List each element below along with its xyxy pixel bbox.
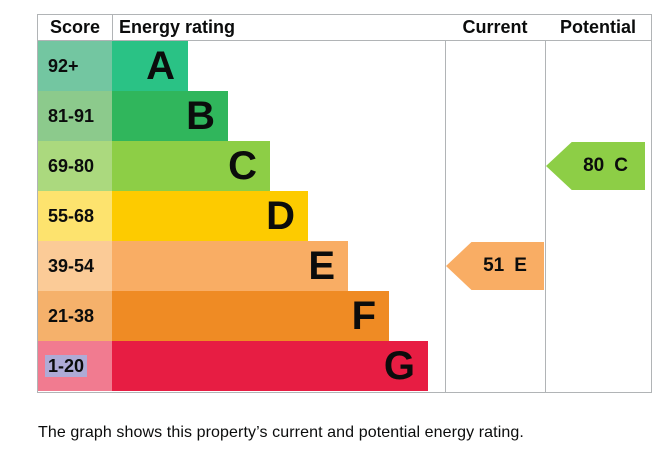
band-score-cell: 69-80 [38, 141, 112, 191]
band-bar: D [112, 191, 308, 241]
band-score-cell: 1-20 [38, 341, 112, 391]
band-score-label-selected: 1-20 [45, 355, 88, 377]
band-letter-label: F [351, 294, 376, 338]
current-column-divider [445, 15, 446, 392]
band-score-label: 69-80 [48, 156, 95, 176]
potential-rating-band: C [614, 155, 628, 176]
epc-chart: Score Energy rating Current Potential 92… [37, 14, 652, 393]
band-score-label: 39-54 [48, 256, 95, 276]
current-rating-band: E [514, 255, 527, 276]
potential-column-divider [545, 15, 546, 392]
band-score-label: 21-38 [48, 306, 95, 326]
header-energy-rating: Energy rating [119, 17, 236, 37]
band-score-label: 81-91 [48, 106, 95, 126]
band-letter-label: C [228, 144, 257, 188]
chart-caption: The graph shows this property’s current … [38, 424, 524, 441]
band-letter-label: E [308, 244, 335, 288]
band-letter-label: G [383, 344, 415, 388]
band-score-cell: 39-54 [38, 241, 112, 291]
band-row: 92+ A [38, 41, 651, 91]
band-score-cell: 55-68 [38, 191, 112, 241]
band-score-cell: 92+ [38, 41, 112, 91]
band-bar: F [112, 291, 389, 341]
current-rating-score: 51 [483, 255, 505, 276]
band-row: 1-20 G [38, 341, 651, 391]
band-row: 69-80 C [38, 141, 651, 191]
band-row: 81-91 B [38, 91, 651, 141]
band-score-cell: 21-38 [38, 291, 112, 341]
chart-header-row: Score Energy rating Current Potential [38, 15, 651, 41]
band-row: 21-38 F [38, 291, 651, 341]
band-score-cell: 81-91 [38, 91, 112, 141]
band-score-label: 55-68 [48, 206, 95, 226]
score-column-divider [112, 15, 113, 40]
band-bar: B [112, 91, 228, 141]
band-bar: E [112, 241, 348, 291]
band-bar: C [112, 141, 270, 191]
band-letter-label: A [146, 44, 175, 88]
band-row: 55-68 D [38, 191, 651, 241]
band-letter-label: D [266, 194, 295, 238]
band-rows: 92+ A 81-91 B 69-80 C 55-68 D 39-54 [38, 41, 651, 391]
potential-rating-score: 80 [583, 155, 605, 176]
band-bar: G [112, 341, 428, 391]
header-potential: Potential [559, 17, 636, 37]
band-score-label: 92+ [48, 56, 79, 76]
band-letter-label: B [186, 94, 215, 138]
band-bar: A [112, 41, 188, 91]
band-row: 39-54 E [38, 241, 651, 291]
header-score: Score [49, 17, 101, 37]
header-current: Current [462, 17, 528, 37]
